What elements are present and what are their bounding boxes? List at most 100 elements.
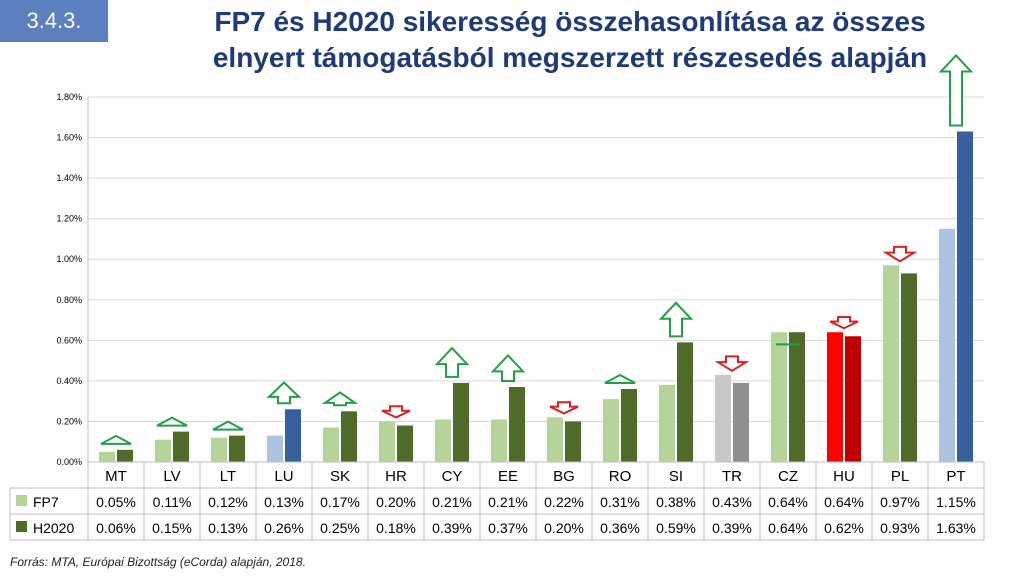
bar-h2020-pl [901,273,917,462]
bar-fp7-lv [155,439,171,462]
bar-h2020-tr [733,382,749,462]
y-tick-label: 0.60% [56,335,82,345]
trend-up-arrow-icon [658,301,694,338]
table-cell-fp7: 0.13% [264,494,304,510]
table-cell-h2020: 0.26% [264,520,304,536]
y-tick-label: 1.00% [56,254,82,264]
bar-h2020-cy [453,382,469,462]
x-tick-label: SK [330,468,350,485]
bar-h2020-hr [397,425,413,462]
trend-down-arrow-icon [549,401,579,415]
bar-h2020-lu [285,409,301,462]
x-tick-label: EE [498,468,518,485]
table-cell-h2020: 0.37% [488,520,528,536]
table-cell-fp7: 0.05% [96,494,136,510]
bar-fp7-hu [827,332,843,462]
table-cell-h2020: 0.13% [208,520,248,536]
trend-up-arrow-icon [434,346,470,378]
trend-down-arrow-icon [829,316,859,330]
bar-fp7-hr [379,421,395,462]
trend-up-arrow-icon [490,353,526,382]
y-tick-label: 1.80% [56,92,82,102]
bar-h2020-lt [229,435,245,462]
x-tick-label: PT [946,468,965,485]
table-cell-h2020: 0.39% [432,520,472,536]
x-tick-label: HR [385,468,407,485]
bar-h2020-pt [957,131,973,462]
table-cell-fp7: 1.15% [936,494,976,510]
bar-h2020-si [677,342,693,462]
x-tick-label: LU [274,468,293,485]
bar-fp7-cy [435,419,451,462]
table-cell-h2020: 0.59% [656,520,696,536]
x-tick-label: TR [722,468,742,485]
y-tick-label: 0.80% [56,295,82,305]
bar-fp7-bg [547,417,563,462]
bar-h2020-hu [845,336,861,462]
y-tick-label: 1.20% [56,214,82,224]
trend-down-arrow-icon [381,405,411,419]
table-cell-h2020: 0.25% [320,520,360,536]
legend-key-fp7 [16,495,27,506]
table-cell-h2020: 0.15% [152,520,192,536]
slide-title: FP7 és H2020 sikeresség összehasonlítása… [120,4,1020,76]
x-tick-label: BG [553,468,575,485]
table-cell-h2020: 0.20% [544,520,584,536]
source-note: Forrás: MTA, Európai Bizottság (eCorda) … [10,555,306,569]
bar-h2020-bg [565,421,581,462]
table-cell-h2020: 0.93% [880,520,920,536]
x-tick-label: LT [220,468,236,485]
slide-number: 3.4.3. [26,8,82,33]
table-cell-fp7: 0.11% [153,494,192,510]
bar-h2020-sk [341,411,357,462]
trend-up-arrow-icon [604,373,636,384]
trend-up-arrow-icon [266,381,302,405]
trend-up-arrow-icon [212,420,244,431]
bar-fp7-pt [939,228,955,462]
x-tick-label: MT [105,468,127,485]
table-cell-fp7: 0.17% [320,494,360,510]
title-line-1: FP7 és H2020 sikeresség összehasonlítása… [214,6,926,37]
x-tick-label: CY [442,468,463,485]
bar-fp7-mt [99,451,115,462]
bar-fp7-ee [491,419,507,462]
table-cell-fp7: 0.38% [656,494,696,510]
trend-up-arrow-icon [938,54,974,127]
slide-number-badge: 3.4.3. [0,0,108,42]
y-tick-label: 0.20% [56,416,82,426]
y-tick-label: 1.60% [56,133,82,143]
title-line-2: elnyert támogatásból megszerzett részese… [212,42,928,73]
trend-up-arrow-icon [100,434,132,445]
x-tick-label: PL [891,468,909,485]
table-cell-h2020: 1.63% [936,520,976,536]
bar-h2020-mt [117,449,133,462]
bar-fp7-pl [883,265,899,462]
table-cell-fp7: 0.21% [432,494,472,510]
trend-down-arrow-icon [714,355,750,372]
bar-fp7-sk [323,427,339,462]
bar-h2020-ee [509,386,525,462]
bar-fp7-si [659,384,675,462]
table-cell-fp7: 0.20% [376,494,416,510]
table-cell-h2020: 0.36% [600,520,640,536]
bar-fp7-lt [211,437,227,462]
x-tick-label: CZ [778,468,798,485]
table-cell-h2020: 0.06% [96,520,136,536]
bar-h2020-cz [789,332,805,462]
bar-fp7-lu [267,435,283,462]
table-cell-fp7: 0.12% [208,494,248,510]
bar-h2020-ro [621,389,637,462]
y-tick-label: 0.00% [56,457,82,467]
trend-up-arrow-icon [321,391,359,407]
bar-fp7-tr [715,374,731,462]
x-tick-label: LV [163,468,180,485]
table-cell-fp7: 0.31% [600,494,640,510]
bar-h2020-lv [173,431,189,462]
x-tick-label: RO [609,468,632,485]
table-cell-fp7: 0.97% [880,494,920,510]
legend-label-h2020: H2020 [33,520,74,536]
trend-up-arrow-icon [156,416,188,427]
table-cell-h2020: 0.62% [824,520,864,536]
table-cell-h2020: 0.64% [768,520,808,536]
